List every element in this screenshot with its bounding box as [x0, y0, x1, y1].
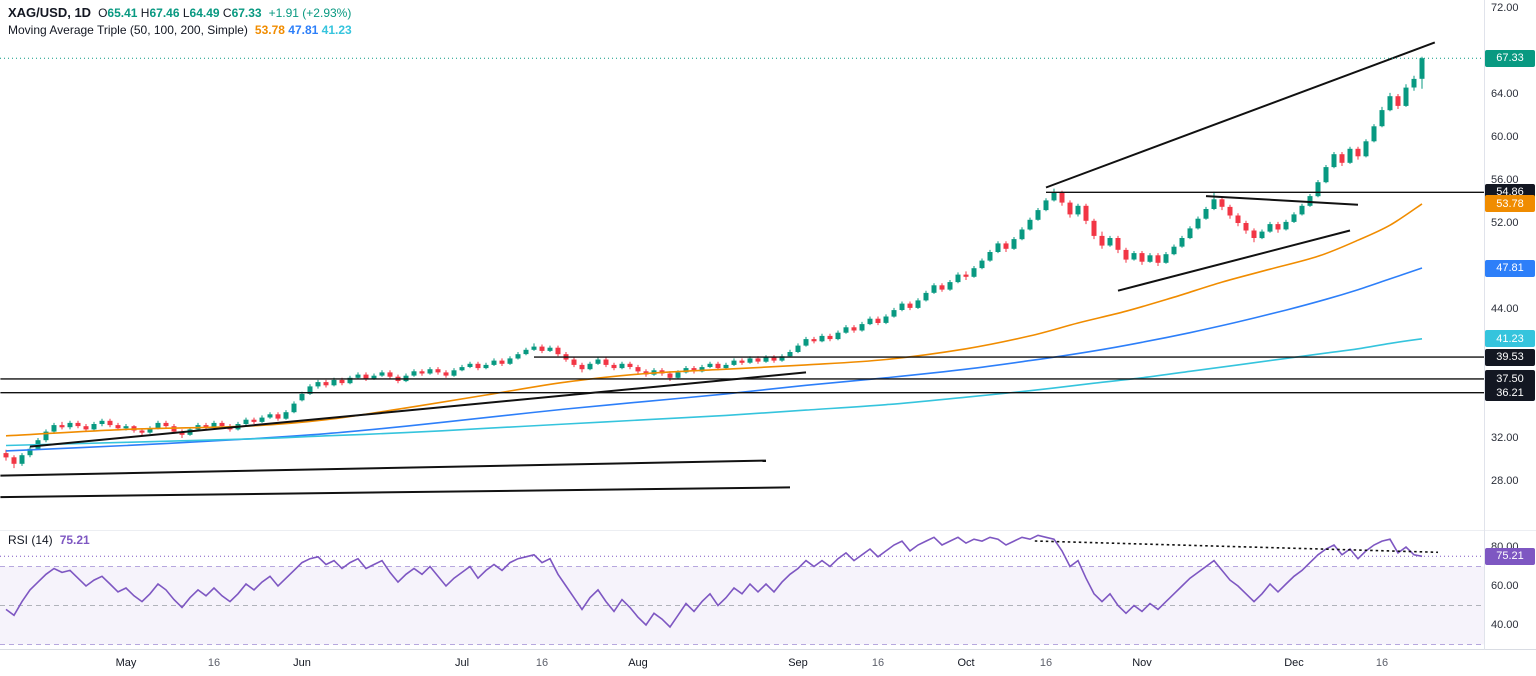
price-badge-37.50: 37.50 — [1485, 370, 1535, 388]
price-tick-60.00: 60.00 — [1491, 131, 1519, 143]
legend-symbol-row: XAG/USD, 1D O65.41 H67.46 L64.49 C67.33 … — [8, 5, 352, 20]
price-badge-53.78: 53.78 — [1485, 195, 1535, 213]
time-label-16: 16 — [1039, 657, 1053, 669]
time-label-16: 16 — [535, 657, 549, 669]
time-label-Nov: Nov — [1132, 657, 1152, 669]
time-label-Aug: Aug — [628, 657, 648, 669]
price-tick-52.00: 52.00 — [1491, 217, 1519, 229]
ma50-value: 53.78 — [254, 23, 289, 37]
ma100-line — [5, 267, 1423, 452]
ma200-value: 41.23 — [321, 23, 352, 37]
trendline-flat-line-upper[interactable] — [0, 459, 767, 477]
time-label-16: 16 — [207, 657, 221, 669]
ohlc-high: 67.46 — [149, 6, 183, 20]
rsi-line — [5, 534, 1423, 629]
price-badge-47.81: 47.81 — [1485, 259, 1535, 277]
change-value: +1.91 (+2.93%) — [268, 6, 352, 20]
rsi-tick-60.00: 60.00 — [1491, 580, 1519, 592]
rsi-trendline[interactable] — [1034, 540, 1439, 554]
price-badge-41.23: 41.23 — [1485, 330, 1535, 348]
ohlc-key-open: O — [98, 6, 108, 20]
time-label-16: 16 — [1375, 657, 1389, 669]
time-label-Sep: Sep — [788, 657, 808, 669]
price-axis[interactable]: 72.00 64.00 60.00 56.00 52.00 44.00 32.00 28.00… — [1484, 0, 1536, 650]
ma-indicator-label[interactable]: Moving Average Triple (50, 100, 200, Sim… — [8, 23, 248, 37]
rsi-badge-75.21: 75.21 — [1485, 547, 1535, 565]
price-badge-39.53: 39.53 — [1485, 348, 1535, 366]
ohlc-key-low: L — [182, 6, 190, 20]
time-label-Oct: Oct — [957, 657, 975, 669]
time-axis[interactable]: May 16 Jun Jul 16 Aug Sep 16 Oct 16 Nov Dec 16 — [0, 650, 1484, 676]
time-label-Jun: Jun — [293, 657, 311, 669]
ohlc-low: 64.49 — [189, 6, 223, 20]
price-tick-32.00: 32.00 — [1491, 432, 1519, 444]
trendline-nov-rising-support[interactable] — [1117, 229, 1351, 292]
ma50-line — [5, 203, 1423, 437]
time-label-Dec: Dec — [1284, 657, 1304, 669]
time-label-Jul: Jul — [454, 657, 470, 669]
ma-indicator-values: 53.78 47.81 41.23 — [255, 23, 352, 37]
rsi-indicator-label[interactable]: RSI (14) — [8, 533, 53, 547]
trendline-rising-support-long[interactable] — [29, 371, 807, 448]
ohlc-open: 65.41 — [107, 6, 141, 20]
rsi-indicator-label-row: RSI (14) 75.21 — [8, 533, 90, 547]
price-tick-28.00: 28.00 — [1491, 475, 1519, 487]
rsi-tick-40.00: 40.00 — [1491, 619, 1519, 631]
price-tick-44.00: 44.00 — [1491, 303, 1519, 315]
trendline-steep-upper-channel[interactable] — [1045, 41, 1436, 189]
price-tick-56.00: 56.00 — [1491, 174, 1519, 186]
trendline-short-descending[interactable] — [1205, 195, 1359, 206]
time-label-16: 16 — [871, 657, 885, 669]
ohlc-key-close: C — [222, 6, 232, 20]
symbol-title[interactable]: XAG/USD, 1D — [8, 5, 92, 20]
trendline-flat-line-lower[interactable] — [0, 486, 791, 499]
candlestick-series — [3, 56, 1425, 469]
ma100-value: 47.81 — [288, 23, 322, 37]
ohlc-close: 67.33 — [231, 6, 262, 20]
rsi-indicator-value: 75.21 — [59, 533, 90, 547]
price-badge-36.21: 36.21 — [1485, 384, 1535, 402]
legend: XAG/USD, 1D O65.41 H67.46 L64.49 C67.33 … — [8, 5, 352, 40]
ohlc-key-high: H — [140, 6, 150, 20]
price-tick-72.00: 72.00 — [1491, 2, 1519, 14]
time-label-May: May — [115, 657, 137, 669]
ohlc-values: O65.41 H67.46 L64.49 C67.33 — [98, 6, 262, 20]
price-badge-67.33: 67.33 — [1485, 49, 1535, 67]
price-tick-64.00: 64.00 — [1491, 88, 1519, 100]
legend-indicator-row: Moving Average Triple (50, 100, 200, Sim… — [8, 23, 352, 37]
